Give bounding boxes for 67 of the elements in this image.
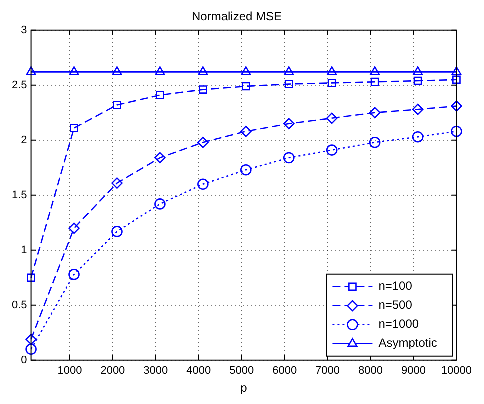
point	[327, 66, 338, 76]
x-tick-label: 5000	[230, 365, 254, 378]
point	[370, 66, 380, 76]
point	[242, 82, 250, 91]
x-tick-label: 3000	[144, 365, 168, 378]
x-tick-label: 4000	[186, 365, 212, 378]
x-tick-label: 6000	[272, 365, 298, 378]
point	[452, 66, 462, 76]
point	[326, 144, 338, 156]
point	[328, 79, 336, 88]
point	[452, 76, 461, 84]
chart-title: Normalized MSE	[192, 10, 282, 24]
point	[155, 66, 166, 76]
y-tick-label: 2.5	[12, 79, 28, 92]
point	[451, 126, 462, 138]
point	[451, 100, 462, 112]
x-axis-title: p	[240, 381, 248, 396]
point	[198, 136, 209, 148]
point	[112, 66, 122, 76]
y-tick-label: 3	[21, 24, 28, 36]
x-tick-label: 8000	[358, 365, 384, 378]
point	[26, 66, 36, 76]
point	[369, 107, 381, 119]
point	[283, 152, 295, 164]
y-tick-label: 1	[21, 244, 28, 256]
x-tick-label: 1000	[58, 365, 82, 378]
legend-label: n=500	[378, 298, 413, 312]
point	[412, 131, 424, 143]
legend-label: n=100	[378, 279, 413, 294]
point	[369, 136, 381, 148]
x-tick-label: 7000	[316, 365, 340, 378]
y-tick-label: 2	[21, 134, 28, 146]
point	[26, 334, 37, 346]
point	[154, 152, 166, 164]
point	[412, 104, 424, 116]
y-tick-label: 0.5	[12, 299, 28, 312]
point	[284, 66, 294, 76]
point	[68, 222, 80, 234]
y-tick-label: 1.5	[12, 189, 28, 202]
point	[113, 101, 122, 110]
point	[154, 198, 166, 210]
x-tick-label: 9000	[401, 365, 426, 378]
point	[284, 80, 294, 88]
point	[370, 78, 380, 86]
point	[413, 66, 424, 76]
x-tick-label: 10000	[441, 365, 472, 378]
point	[198, 66, 208, 76]
point	[414, 76, 422, 86]
point	[198, 86, 208, 94]
point	[70, 124, 78, 132]
point	[68, 268, 80, 280]
legend-label: n=1000	[378, 317, 420, 332]
point	[69, 66, 80, 76]
point	[27, 274, 36, 282]
legend-label: Asymptotic	[378, 336, 438, 350]
point	[26, 344, 37, 356]
point	[283, 118, 295, 130]
point	[240, 126, 252, 138]
point	[240, 164, 252, 176]
point	[112, 226, 123, 238]
y-tick-label: 0	[21, 354, 28, 366]
point	[156, 91, 164, 100]
point	[112, 178, 123, 189]
x-tick-label: 2000	[100, 365, 126, 378]
point	[326, 112, 338, 124]
point	[198, 178, 209, 190]
point	[241, 66, 252, 76]
